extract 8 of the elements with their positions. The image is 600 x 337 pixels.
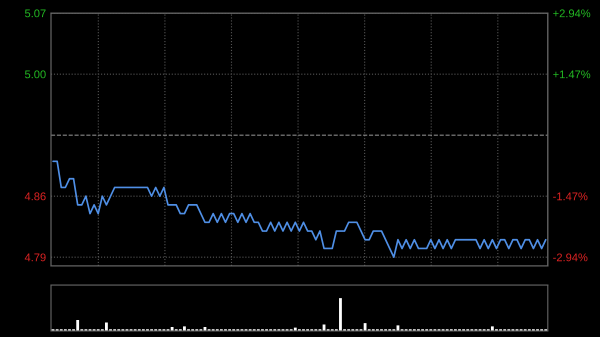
y2-tick-label: +2.94% bbox=[553, 9, 590, 18]
y-tick-label: 5.00 bbox=[24, 70, 46, 78]
y-tick-label: 4.79 bbox=[24, 253, 46, 262]
y2-tick-label: -2.94% bbox=[553, 253, 588, 262]
y-tick-label: 5.07 bbox=[24, 9, 46, 18]
y2-tick-label: +1.47% bbox=[553, 70, 590, 78]
y2-tick-label: -1.47% bbox=[553, 192, 588, 200]
y-tick-label: 4.86 bbox=[24, 192, 46, 200]
